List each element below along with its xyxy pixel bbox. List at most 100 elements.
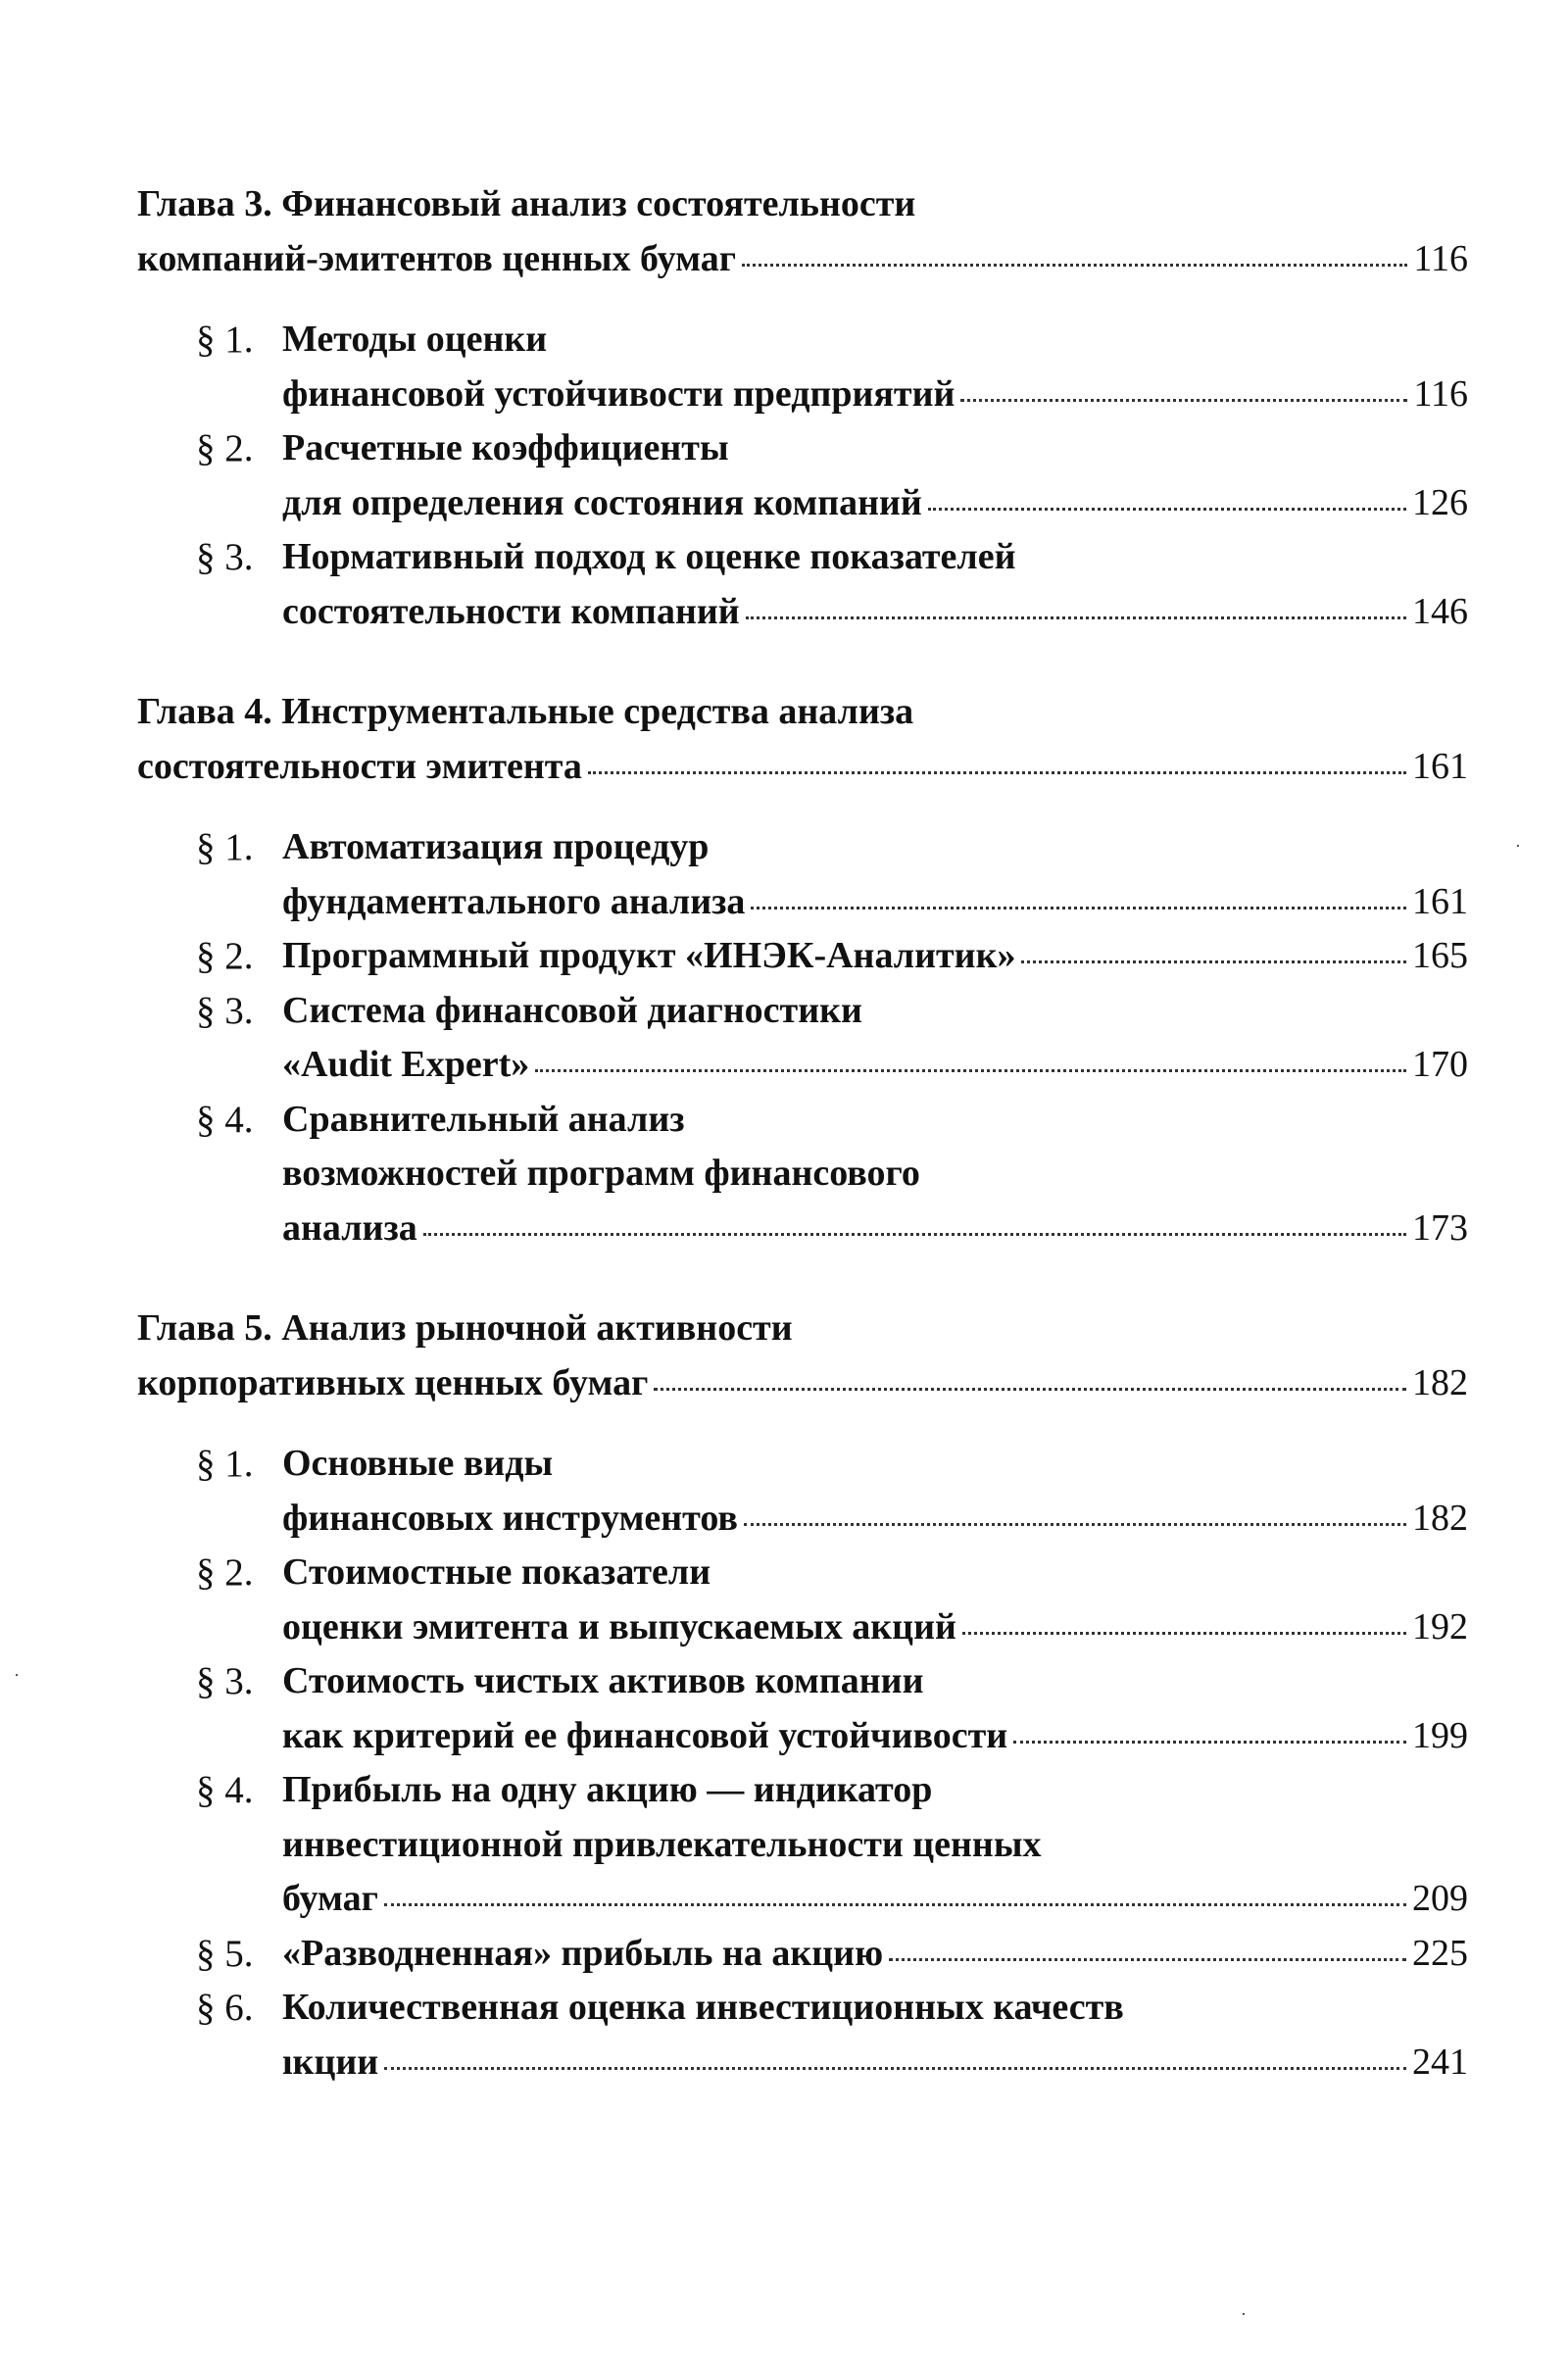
toc-line: Система финансовой диагностики xyxy=(282,984,1468,1039)
entry-text: как критерий ее финансовой устойчивости xyxy=(282,1714,1008,1756)
entry-text: возможностей программ финансового xyxy=(282,1153,920,1194)
toc-line: компаний-эмитентов ценных бумаг 116 xyxy=(137,232,1468,287)
toc-line: Нормативный подход к оценке показателей xyxy=(282,530,1468,585)
toc-line: анализа 173 xyxy=(282,1202,1468,1256)
section-entry: § 2. Расчетные коэффициенты для определени… xyxy=(137,421,1468,530)
section-number: § 1. xyxy=(196,826,254,868)
toc-line: ıкции 241 xyxy=(282,2036,1468,2090)
toc-line: как критерий ее финансовой устойчивости 1… xyxy=(282,1709,1468,1764)
section-number: § 4. xyxy=(196,1769,254,1811)
toc-line: бумаг 209 xyxy=(282,1872,1468,1927)
toc-line: финансовой устойчивости предприятий 116 xyxy=(282,368,1468,422)
entry-text: «Audit Expert» xyxy=(282,1044,530,1085)
section-number: § 3. xyxy=(196,1660,254,1702)
chapter-entry: Глава 3. Финансовый анализ состоятельнос… xyxy=(137,177,1468,639)
entry-text: состоятельности эмитента xyxy=(137,745,582,787)
page-number: 146 xyxy=(1412,590,1468,632)
dot-leader xyxy=(422,1232,1406,1236)
page-number: 116 xyxy=(1413,372,1468,415)
section-entry: § 3. Нормативный подход к оценке показате… xyxy=(137,530,1468,639)
entry-text: Методы оценки xyxy=(282,319,548,360)
entry-text: Система финансовой диагностики xyxy=(282,989,862,1031)
section-number: § 2. xyxy=(196,1551,254,1594)
toc-line: Глава 5. Анализ рыночной активности xyxy=(137,1302,1468,1356)
entry-text: фундаментального анализа xyxy=(282,880,746,922)
toc-line: состоятельности компаний 146 xyxy=(282,585,1468,640)
page-number: 173 xyxy=(1412,1206,1468,1249)
scan-speck xyxy=(16,1674,18,1676)
toc-line: Глава 3. Финансовый анализ состоятельнос… xyxy=(137,177,1468,232)
scan-speck xyxy=(1243,2313,1245,2315)
toc-line: фундаментального анализа 161 xyxy=(282,875,1468,930)
toc-line: Сравнительный анализ xyxy=(282,1093,1468,1148)
table-of-contents: Глава 3. Финансовый анализ состоятельнос… xyxy=(137,177,1468,2090)
dot-leader xyxy=(587,770,1406,774)
toc-line: «Audit Expert» 170 xyxy=(282,1038,1468,1093)
page-number: 116 xyxy=(1413,237,1468,279)
dot-leader xyxy=(751,906,1406,910)
entry-text: Программный продукт «ИНЭК-Аналитик» xyxy=(282,935,1016,976)
toc-line: инвестиционной привлекательности ценных xyxy=(282,1818,1468,1873)
entry-text: Стоимость чистых активов компании xyxy=(282,1660,924,1701)
entry-text: корпоративных ценных бумаг xyxy=(137,1361,649,1403)
dot-leader xyxy=(961,1631,1406,1635)
entry-text: Глава 5. Анализ рыночной активности xyxy=(137,1307,793,1349)
page-number: 199 xyxy=(1412,1714,1468,1756)
section-list: § 1. Методы оценки финансовой устойчивости… xyxy=(137,313,1468,639)
toc-line: Количественная оценка инвестиционных кач… xyxy=(282,1981,1468,2036)
section-number: § 6. xyxy=(196,1987,254,2029)
section-entry: § 2. Программный продукт «ИНЭК-Аналитик» 1… xyxy=(137,929,1468,984)
toc-line: возможностей программ финансового xyxy=(282,1147,1468,1202)
dot-leader xyxy=(1013,1740,1406,1744)
section-number: § 1. xyxy=(196,1443,254,1485)
toc-line: для определения состояния компаний 126 xyxy=(282,476,1468,531)
toc-line: Прибыль на одну акцию — индикатор xyxy=(282,1763,1468,1818)
section-entry: § 6. Количественная оценка инвестиционных… xyxy=(137,1981,1468,2090)
toc-line: состоятельности эмитента 161 xyxy=(137,740,1468,795)
page-number: 170 xyxy=(1412,1044,1468,1085)
entry-text: «Разводненная» прибыль на акцию xyxy=(282,1932,884,1974)
section-entry: § 4. Прибыль на одну акцию — индикатор инв… xyxy=(137,1763,1468,1927)
dot-leader xyxy=(960,398,1408,402)
section-entry: § 4. Сравнительный анализ возможностей про… xyxy=(137,1093,1468,1256)
toc-line: корпоративных ценных бумаг 182 xyxy=(137,1356,1468,1411)
section-entry: § 5. «Разводненная» прибыль на акцию 225 xyxy=(137,1927,1468,1982)
page-number: 225 xyxy=(1412,1932,1468,1974)
section-entry: § 2. Стоимостные показатели оценки эмитент… xyxy=(137,1546,1468,1654)
entry-text: Глава 4. Инструментальные средства анали… xyxy=(137,691,914,732)
toc-line: Методы оценки xyxy=(282,313,1468,368)
toc-line: Глава 4. Инструментальные средства анали… xyxy=(137,685,1468,740)
section-entry: § 3. Система финансовой диагностики «Audit… xyxy=(137,984,1468,1093)
dot-leader xyxy=(1021,960,1406,963)
entry-text: состоятельности компаний xyxy=(282,590,740,632)
dot-leader xyxy=(535,1069,1406,1072)
entry-text: Глава 3. Финансовый анализ состоятельнос… xyxy=(137,183,916,224)
section-entry: § 1. Автоматизация процедур фундаментально… xyxy=(137,820,1468,929)
dot-leader xyxy=(889,1957,1406,1961)
entry-text: анализа xyxy=(282,1206,417,1249)
page-number: 192 xyxy=(1412,1605,1468,1648)
entry-text: Сравнительный анализ xyxy=(282,1098,685,1140)
entry-text: Нормативный подход к оценке показателей xyxy=(282,536,1016,577)
section-list: § 1. Автоматизация процедур фундаментально… xyxy=(137,820,1468,1255)
section-number: § 2. xyxy=(196,935,254,977)
entry-text: Стоимостные показатели xyxy=(282,1551,711,1593)
toc-line: «Разводненная» прибыль на акцию 225 xyxy=(282,1927,1468,1982)
page-number: 182 xyxy=(1412,1497,1468,1539)
entry-text: компаний-эмитентов ценных бумаг xyxy=(137,237,736,279)
scan-speck xyxy=(1517,845,1519,847)
dot-leader xyxy=(654,1387,1406,1391)
dot-leader xyxy=(383,1903,1406,1906)
section-entry: § 1. Методы оценки финансовой устойчивости… xyxy=(137,313,1468,421)
page-number: 241 xyxy=(1412,2041,1468,2083)
section-number: § 5. xyxy=(196,1932,254,1975)
entry-text: Автоматизация процедур xyxy=(282,826,710,867)
page-number: 161 xyxy=(1412,880,1468,922)
entry-text: Расчетные коэффициенты xyxy=(282,427,729,468)
chapter-entry: Глава 4. Инструментальные средства анали… xyxy=(137,685,1468,1255)
section-number: § 1. xyxy=(196,319,254,361)
toc-line: Основные виды xyxy=(282,1437,1468,1492)
dot-leader xyxy=(745,615,1406,619)
entry-text: для определения состояния компаний xyxy=(282,481,922,523)
toc-line: финансовых инструментов 182 xyxy=(282,1492,1468,1547)
